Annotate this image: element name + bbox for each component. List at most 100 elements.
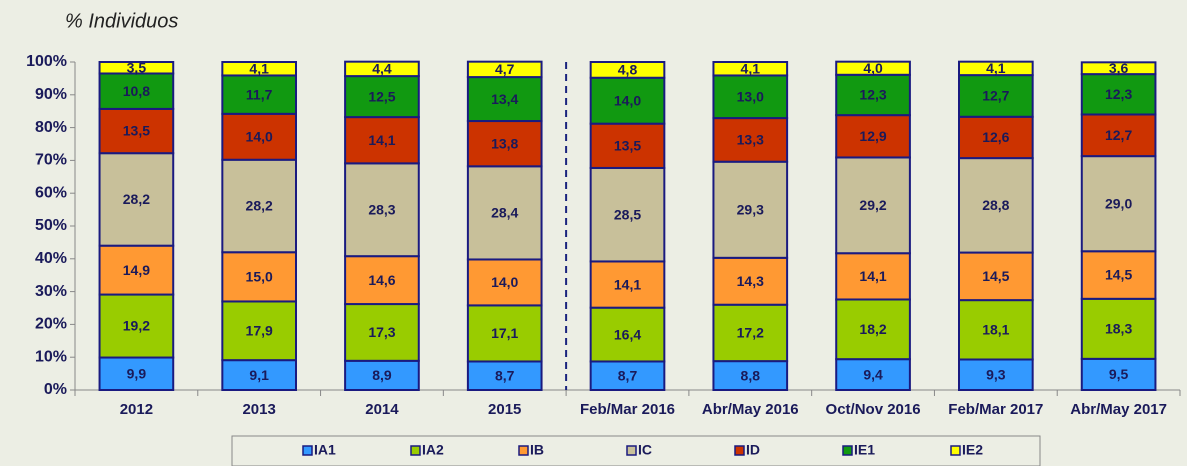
value-label: 29,3 xyxy=(737,201,764,217)
x-tick-label: Feb/Mar 2016 xyxy=(580,401,675,418)
value-label: 12,3 xyxy=(859,87,886,103)
value-label: 14,1 xyxy=(859,268,886,284)
value-label: 12,5 xyxy=(368,88,395,104)
x-tick-label: 2013 xyxy=(242,401,275,418)
value-label: 18,2 xyxy=(859,321,886,337)
bar-segment xyxy=(589,61,666,79)
bar-segment xyxy=(98,107,175,155)
y-tick-label: 80% xyxy=(35,119,67,136)
value-label: 14,6 xyxy=(368,272,395,288)
bar-segment xyxy=(1080,357,1157,391)
bar-segment xyxy=(1080,155,1157,253)
value-label: 14,5 xyxy=(1105,267,1132,283)
value-label: 9,4 xyxy=(863,366,883,382)
value-label: 4,1 xyxy=(249,60,269,76)
value-label: 12,7 xyxy=(1105,127,1132,143)
bar-segment xyxy=(589,76,666,125)
bar-segment xyxy=(835,156,911,255)
value-label: 17,9 xyxy=(246,322,273,338)
value-label: 12,9 xyxy=(859,128,886,144)
y-tick-label: 40% xyxy=(35,250,67,267)
bar-segment xyxy=(221,61,297,77)
value-label: 8,8 xyxy=(741,367,761,383)
bar-segment xyxy=(344,60,420,78)
legend-label: IB xyxy=(530,442,544,458)
value-label: 14,0 xyxy=(491,274,518,290)
value-label: 8,7 xyxy=(618,367,638,383)
value-label: 28,5 xyxy=(614,206,641,222)
value-label: 4,1 xyxy=(986,60,1006,76)
bar-segment xyxy=(958,74,1034,118)
y-tick-label: 100% xyxy=(26,53,67,70)
value-label: 17,3 xyxy=(368,324,395,340)
x-tick-label: 2014 xyxy=(365,401,399,418)
value-label: 16,4 xyxy=(614,326,641,342)
bar-segment xyxy=(98,72,175,110)
legend-label: IA1 xyxy=(314,442,336,458)
value-label: 13,4 xyxy=(491,91,518,107)
legend-swatch xyxy=(518,445,529,456)
bar-segment xyxy=(835,298,911,361)
value-label: 29,2 xyxy=(859,197,886,213)
legend-swatch xyxy=(626,445,637,456)
value-label: 28,2 xyxy=(123,191,150,207)
bar-segment xyxy=(221,158,297,254)
value-label: 14,3 xyxy=(737,273,764,289)
value-label: 18,3 xyxy=(1105,321,1132,337)
value-label: 14,1 xyxy=(614,276,641,292)
value-label: 12,7 xyxy=(982,88,1009,104)
value-label: 17,1 xyxy=(491,325,518,341)
bar-segment xyxy=(98,244,175,296)
y-tick-label: 20% xyxy=(35,316,67,333)
value-label: 15,0 xyxy=(246,269,273,285)
bar-segment xyxy=(958,60,1034,77)
legend-label: IE1 xyxy=(854,442,875,458)
bar-segment xyxy=(1080,73,1157,116)
bar-segment xyxy=(98,293,175,359)
x-tick-label: Oct/Nov 2016 xyxy=(826,401,921,418)
bar-segment xyxy=(344,303,420,362)
y-tick-label: 10% xyxy=(35,348,67,365)
value-label: 10,8 xyxy=(123,83,150,99)
value-label: 14,5 xyxy=(982,268,1009,284)
bar-segment xyxy=(98,152,175,247)
bar-segment xyxy=(221,251,297,303)
bar-segment xyxy=(958,251,1034,302)
bar-segment xyxy=(958,299,1034,361)
bar-segment xyxy=(958,157,1034,254)
legend-swatch xyxy=(734,445,745,456)
value-label: 9,5 xyxy=(1109,366,1129,382)
bar-segment xyxy=(835,60,911,76)
value-label: 4,4 xyxy=(372,61,392,77)
value-label: 13,5 xyxy=(123,123,150,139)
value-label: 19,2 xyxy=(123,318,150,334)
y-tick-label: 30% xyxy=(35,283,67,300)
legend-swatch xyxy=(302,445,313,456)
bar-segment xyxy=(589,122,666,169)
value-label: 3,5 xyxy=(127,59,147,75)
bar-segment xyxy=(835,114,911,159)
bar-segment xyxy=(221,359,297,392)
bar-segment xyxy=(466,304,543,363)
value-label: 13,0 xyxy=(737,88,764,104)
x-tick-label: 2012 xyxy=(120,401,153,418)
bar-segment xyxy=(344,162,420,258)
value-label: 12,3 xyxy=(1105,86,1132,102)
y-axis-title: % Individuos xyxy=(65,10,178,32)
x-tick-label: 2015 xyxy=(488,401,521,418)
bar-segment xyxy=(589,166,666,263)
value-label: 12,6 xyxy=(982,129,1009,145)
legend-swatch xyxy=(410,445,421,456)
legend-label: IC xyxy=(638,442,652,458)
bar-segment xyxy=(712,61,789,77)
value-label: 4,8 xyxy=(618,62,638,78)
bar-segment xyxy=(98,61,175,75)
value-label: 14,1 xyxy=(368,132,395,148)
value-label: 28,3 xyxy=(368,201,395,217)
value-label: 9,9 xyxy=(127,365,147,381)
legend-swatch xyxy=(842,445,853,456)
legend-label: IE2 xyxy=(962,442,983,458)
bar-segment xyxy=(466,120,543,168)
value-label: 8,9 xyxy=(372,367,392,383)
y-tick-label: 50% xyxy=(35,217,67,234)
